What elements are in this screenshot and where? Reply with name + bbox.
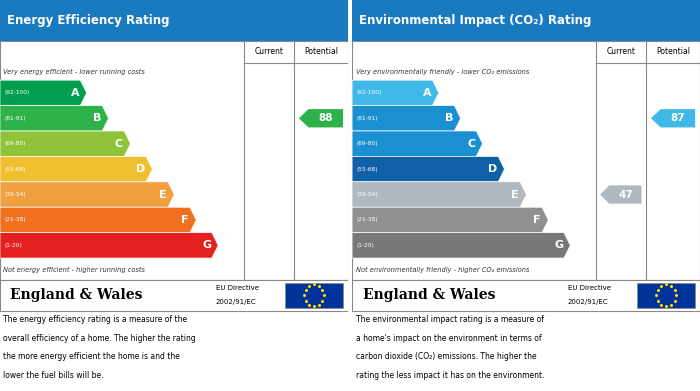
Text: (92-100): (92-100) bbox=[356, 90, 382, 95]
Text: D: D bbox=[489, 164, 498, 174]
Text: The energy efficiency rating is a measure of the: The energy efficiency rating is a measur… bbox=[4, 315, 188, 324]
Text: 2002/91/EC: 2002/91/EC bbox=[568, 299, 608, 305]
Text: (55-68): (55-68) bbox=[4, 167, 26, 172]
Bar bbox=[0, 41, 348, 280]
Bar bbox=[0, 0, 348, 41]
Polygon shape bbox=[352, 80, 439, 106]
Text: Potential: Potential bbox=[304, 47, 338, 56]
Text: A: A bbox=[71, 88, 80, 98]
Text: Current: Current bbox=[606, 47, 636, 56]
Text: overall efficiency of a home. The higher the rating: overall efficiency of a home. The higher… bbox=[4, 334, 196, 343]
Text: Environmental Impact (CO₂) Rating: Environmental Impact (CO₂) Rating bbox=[359, 14, 592, 27]
Polygon shape bbox=[352, 106, 461, 131]
Text: D: D bbox=[136, 164, 146, 174]
Polygon shape bbox=[0, 182, 174, 207]
Text: B: B bbox=[93, 113, 102, 123]
Text: Current: Current bbox=[254, 47, 284, 56]
Text: G: G bbox=[554, 240, 564, 250]
Text: (39-54): (39-54) bbox=[356, 192, 378, 197]
Bar bbox=[638, 283, 695, 308]
Polygon shape bbox=[0, 80, 87, 106]
Text: Not energy efficient - higher running costs: Not energy efficient - higher running co… bbox=[4, 267, 146, 273]
Text: E: E bbox=[159, 190, 167, 199]
Text: (81-91): (81-91) bbox=[4, 116, 26, 121]
Polygon shape bbox=[352, 233, 570, 258]
Polygon shape bbox=[651, 109, 695, 127]
Text: (1-20): (1-20) bbox=[356, 243, 374, 248]
Text: rating the less impact it has on the environment.: rating the less impact it has on the env… bbox=[356, 371, 544, 380]
Polygon shape bbox=[352, 182, 526, 207]
Polygon shape bbox=[0, 207, 196, 233]
Text: 87: 87 bbox=[671, 113, 685, 123]
Text: (55-68): (55-68) bbox=[356, 167, 378, 172]
Text: Energy Efficiency Rating: Energy Efficiency Rating bbox=[7, 14, 169, 27]
Text: B: B bbox=[445, 113, 454, 123]
Bar bbox=[352, 0, 700, 41]
Polygon shape bbox=[0, 131, 130, 156]
Text: EU Directive: EU Directive bbox=[568, 285, 611, 291]
Polygon shape bbox=[352, 156, 505, 182]
Text: (81-91): (81-91) bbox=[356, 116, 378, 121]
Text: (92-100): (92-100) bbox=[4, 90, 29, 95]
Bar bbox=[352, 41, 700, 280]
Text: 2002/91/EC: 2002/91/EC bbox=[216, 299, 256, 305]
Text: The environmental impact rating is a measure of: The environmental impact rating is a mea… bbox=[356, 315, 544, 324]
Polygon shape bbox=[0, 106, 108, 131]
Polygon shape bbox=[600, 185, 641, 204]
Polygon shape bbox=[0, 233, 218, 258]
Text: Very energy efficient - lower running costs: Very energy efficient - lower running co… bbox=[4, 69, 146, 75]
Polygon shape bbox=[352, 131, 482, 156]
Bar bbox=[286, 283, 343, 308]
Polygon shape bbox=[0, 156, 153, 182]
Text: (1-20): (1-20) bbox=[4, 243, 22, 248]
Text: (21-38): (21-38) bbox=[356, 217, 378, 222]
Text: carbon dioxide (CO₂) emissions. The higher the: carbon dioxide (CO₂) emissions. The high… bbox=[356, 352, 536, 361]
Polygon shape bbox=[299, 109, 343, 127]
Text: (21-38): (21-38) bbox=[4, 217, 26, 222]
Text: EU Directive: EU Directive bbox=[216, 285, 259, 291]
Text: a home's impact on the environment in terms of: a home's impact on the environment in te… bbox=[356, 334, 541, 343]
Text: F: F bbox=[181, 215, 188, 225]
Text: C: C bbox=[467, 139, 475, 149]
Text: (69-80): (69-80) bbox=[356, 141, 378, 146]
Text: England & Wales: England & Wales bbox=[363, 288, 495, 302]
Text: England & Wales: England & Wales bbox=[10, 288, 143, 302]
Text: the more energy efficient the home is and the: the more energy efficient the home is an… bbox=[4, 352, 181, 361]
Text: Not environmentally friendly - higher CO₂ emissions: Not environmentally friendly - higher CO… bbox=[356, 267, 529, 273]
Text: 88: 88 bbox=[318, 113, 333, 123]
Text: E: E bbox=[511, 190, 519, 199]
Text: G: G bbox=[202, 240, 211, 250]
Polygon shape bbox=[352, 207, 548, 233]
Text: lower the fuel bills will be.: lower the fuel bills will be. bbox=[4, 371, 104, 380]
Text: Potential: Potential bbox=[656, 47, 690, 56]
Text: A: A bbox=[423, 88, 432, 98]
Text: C: C bbox=[115, 139, 123, 149]
Text: (69-80): (69-80) bbox=[4, 141, 26, 146]
Text: 47: 47 bbox=[618, 190, 633, 199]
Text: F: F bbox=[533, 215, 540, 225]
Bar bbox=[0, 280, 348, 311]
Text: Very environmentally friendly - lower CO₂ emissions: Very environmentally friendly - lower CO… bbox=[356, 69, 529, 75]
Text: (39-54): (39-54) bbox=[4, 192, 26, 197]
Bar bbox=[352, 280, 700, 311]
